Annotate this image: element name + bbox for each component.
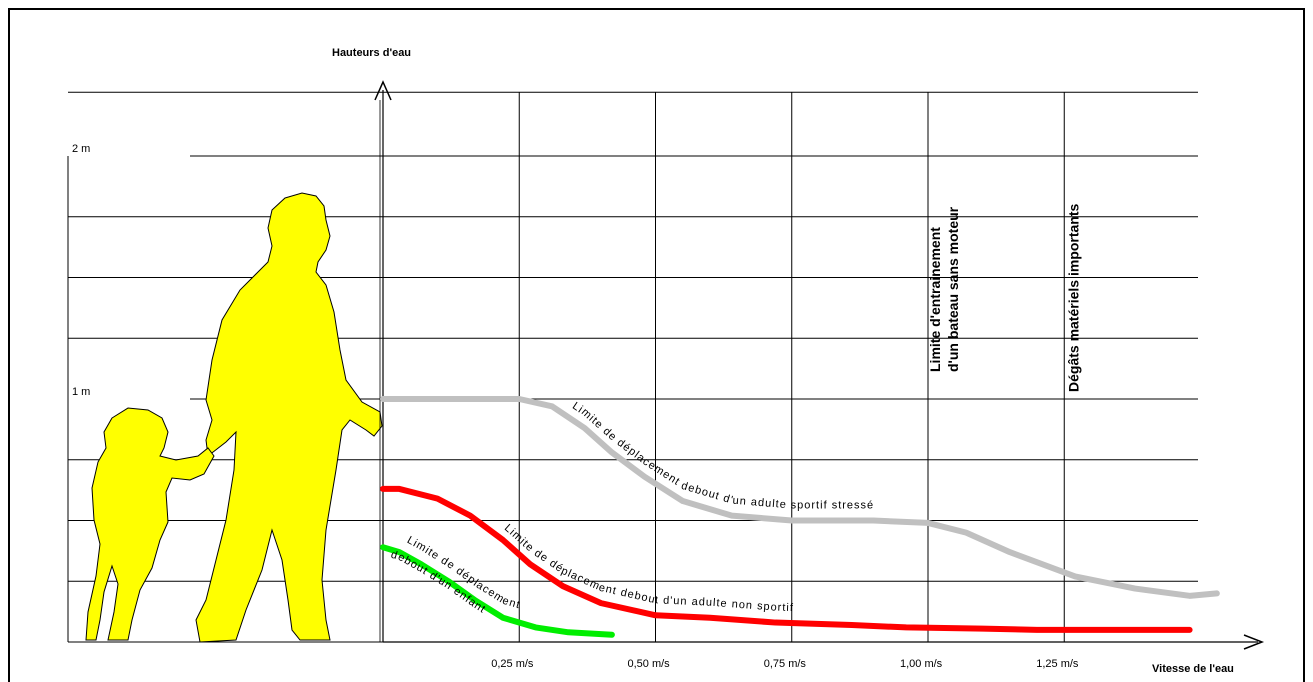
y-tick-label: 2 m	[72, 143, 90, 155]
curve-label: Limite de déplacement debout d'un adulte…	[502, 522, 794, 614]
x-tick-label: 1,25 m/s	[1036, 658, 1079, 670]
series-line	[380, 396, 1220, 599]
y-axis-label: Hauteurs d'eau	[332, 47, 411, 59]
y-axis-arrow	[374, 80, 392, 101]
y-tick-label: 1 m	[72, 386, 90, 398]
x-tick-label: 0,50 m/s	[628, 658, 671, 670]
x-tick-label: 1,00 m/s	[900, 658, 943, 670]
series-group	[380, 396, 1220, 638]
annotation-label: Dégâts matériels importants	[1065, 204, 1081, 392]
series-line	[380, 544, 615, 638]
adult-silhouette	[195, 192, 383, 643]
child-silhouette	[85, 407, 215, 641]
x-axis-label: Vitesse de l'eau	[1152, 663, 1234, 675]
figures	[85, 192, 383, 643]
axes	[374, 80, 1265, 650]
x-tick-label: 0,25 m/s	[491, 658, 534, 670]
annotation-label: d'un bateau sans moteur	[945, 206, 961, 372]
curve-label-text: Limite de déplacement debout d'un adulte…	[502, 522, 793, 614]
x-tick-label: 0,75 m/s	[764, 658, 807, 670]
annotation-label: Limite d'entrainement	[927, 227, 943, 372]
x-axis-arrow	[1243, 634, 1265, 650]
chart-frame	[8, 8, 1305, 682]
series-line	[380, 485, 1193, 633]
